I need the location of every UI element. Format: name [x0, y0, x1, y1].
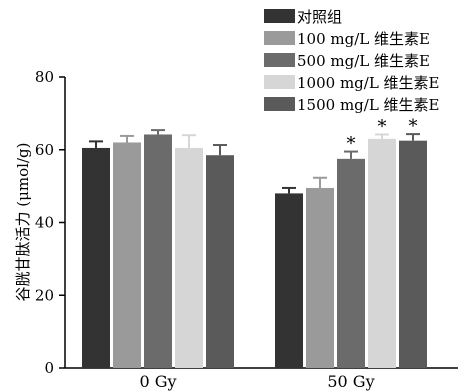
- bars: * * *: [82, 116, 427, 368]
- legend-swatch-1: [264, 9, 295, 23]
- legend-swatch-2: [264, 31, 295, 45]
- significance-marker-2-4: *: [378, 116, 387, 137]
- bar-2-4: [368, 138, 396, 368]
- y-ticks: 0 20 40 60 80: [35, 68, 65, 377]
- legend-label-3: 500 mg/L 维生素E: [297, 52, 430, 70]
- legend-label-2: 100 mg/L 维生素E: [297, 30, 430, 48]
- category-label-2: 50 Gy: [327, 372, 374, 391]
- bar-2-1: [275, 193, 303, 368]
- y-axis-title: 谷胱甘肽活力 (μmol/g): [14, 143, 32, 302]
- significance-marker-2-3: *: [347, 134, 356, 155]
- bar-2-3: [337, 158, 365, 368]
- legend-label-5: 1500 mg/L 维生素E: [297, 96, 440, 114]
- bar-2-2: [306, 187, 334, 368]
- category-labels: 0 Gy 50 Gy: [139, 372, 374, 391]
- bar-1-4: [175, 147, 203, 368]
- y-tick-label-40: 40: [35, 214, 54, 232]
- legend-label-1: 对照组: [297, 8, 342, 26]
- legend-swatch-3: [264, 53, 295, 67]
- bar-2-5: [399, 140, 427, 368]
- significance-marker-2-5: *: [409, 116, 418, 137]
- y-tick-label-20: 20: [35, 286, 54, 304]
- bar-1-5: [206, 155, 234, 368]
- y-tick-label-60: 60: [35, 141, 54, 159]
- category-label-1: 0 Gy: [139, 372, 176, 391]
- bar-1-3: [144, 134, 172, 368]
- bar-1-1: [82, 147, 110, 368]
- legend-swatch-4: [264, 75, 295, 89]
- y-tick-label-80: 80: [35, 68, 54, 86]
- y-tick-label-0: 0: [44, 359, 54, 377]
- legend-swatch-5: [264, 97, 295, 111]
- legend-label-4: 1000 mg/L 维生素E: [297, 74, 440, 92]
- legend: 对照组 100 mg/L 维生素E 500 mg/L 维生素E 1000 mg/L 维…: [264, 8, 440, 114]
- bar-1-2: [113, 142, 141, 368]
